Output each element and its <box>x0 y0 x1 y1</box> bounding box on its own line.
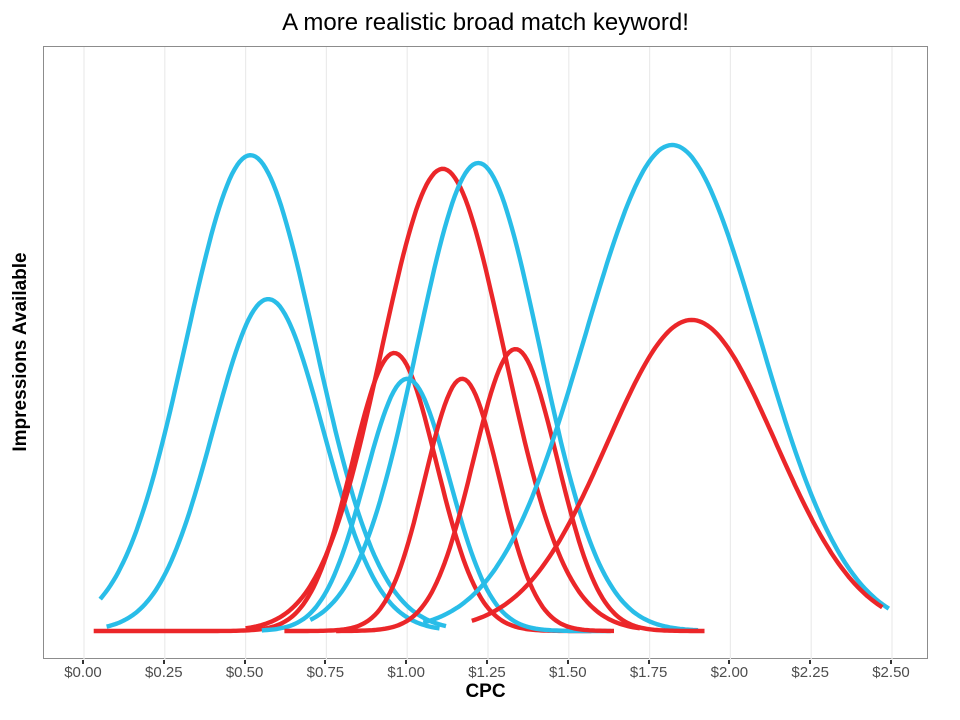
x-tick-mark <box>728 660 731 664</box>
cyan-curve-1 <box>98 152 447 629</box>
x-tick-label: $0.50 <box>225 664 264 681</box>
y-axis-title: Impressions Available <box>10 252 31 452</box>
x-tick-mark <box>162 660 165 664</box>
x-tick-mark <box>647 660 650 664</box>
x-tick-mark <box>566 660 569 664</box>
cyan-curve-2 <box>106 296 440 631</box>
gridline-group <box>83 47 893 660</box>
red-curve-4 <box>336 347 706 634</box>
red-curve-5 <box>471 317 884 623</box>
x-tick-mark <box>405 660 408 664</box>
x-tick-label: $0.00 <box>64 664 102 681</box>
x-tick-label: $2.25 <box>791 664 829 681</box>
x-tick-mark <box>890 660 892 664</box>
cyan-curve-4 <box>309 160 699 633</box>
chart-title: A more realistic broad match keyword! <box>282 9 689 36</box>
x-tick-label: $1.00 <box>387 664 425 681</box>
plot-panel <box>43 46 928 660</box>
red-curve-2 <box>245 166 641 631</box>
distribution-curves-plot <box>83 47 893 660</box>
x-tick-label: $1.50 <box>549 664 587 681</box>
x-tick-label: $2.50 <box>872 664 910 681</box>
x-tick-label: $2.00 <box>710 664 749 681</box>
x-tick-mark <box>243 660 246 664</box>
red-curve-1 <box>93 350 593 634</box>
x-tick-mark <box>324 660 327 664</box>
cyan-curve-5 <box>422 142 891 625</box>
x-tick-label: $0.25 <box>145 664 183 681</box>
x-tick-label: $1.25 <box>468 664 506 681</box>
x-tick-mark <box>82 660 84 664</box>
x-axis-title: CPC <box>465 681 506 702</box>
curve-group <box>93 142 891 634</box>
x-tick-label: $1.75 <box>629 664 668 681</box>
x-tick-mark <box>486 660 488 664</box>
x-tick-label: $0.75 <box>306 664 345 681</box>
x-tick-mark <box>809 660 812 664</box>
